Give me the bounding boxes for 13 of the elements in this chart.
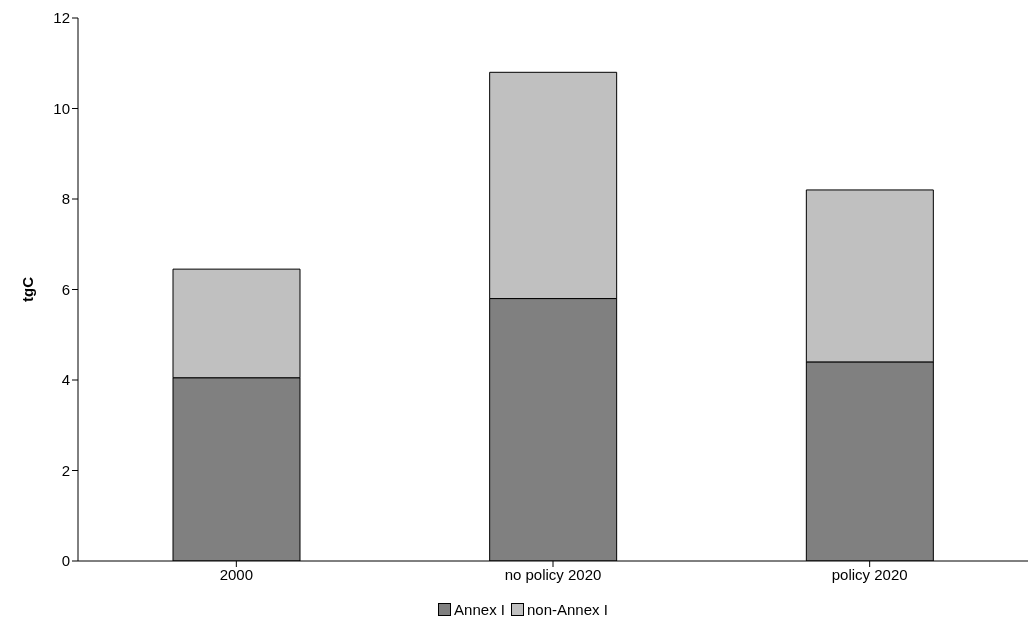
y-tick-label: 2 bbox=[61, 461, 70, 479]
x-tick-label: policy 2020 bbox=[831, 565, 908, 583]
y-tick-label: 12 bbox=[53, 9, 70, 27]
legend-label: Annex I bbox=[453, 601, 505, 618]
y-tick-label: 4 bbox=[61, 371, 70, 389]
x-tick-label: no policy 2020 bbox=[504, 565, 602, 583]
x-tick-label: 2000 bbox=[219, 565, 254, 583]
y-tick-label: 6 bbox=[61, 280, 70, 298]
y-axis-title: tgC bbox=[19, 276, 37, 302]
y-tick-label: 10 bbox=[53, 99, 70, 117]
y-tick-label: 8 bbox=[61, 190, 70, 208]
legend-label: non-Annex I bbox=[526, 601, 608, 618]
y-tick-label: 0 bbox=[61, 552, 70, 570]
